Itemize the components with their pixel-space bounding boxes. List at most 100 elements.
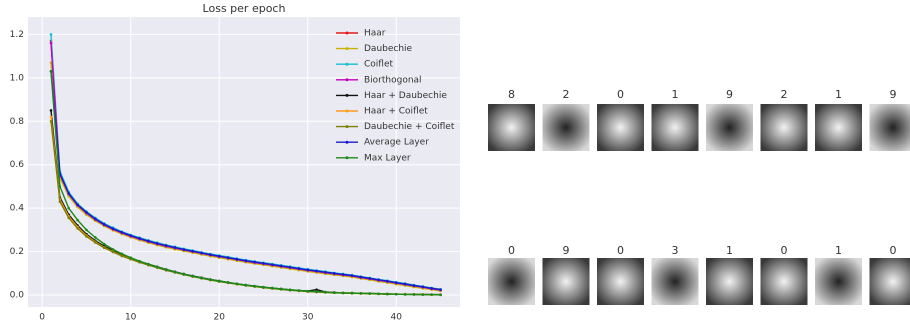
x-tick-label: 10 <box>125 313 137 323</box>
sample-image <box>488 104 535 151</box>
point <box>395 281 398 284</box>
legend-label: Haar + Daubechie <box>364 91 447 101</box>
sample-image <box>815 258 862 305</box>
x-tick-label: 30 <box>302 313 314 323</box>
legend-label: Daubechie + Coiflet <box>364 122 455 132</box>
point <box>351 274 354 277</box>
sample-image <box>543 258 590 305</box>
point <box>67 207 70 210</box>
sample-image <box>652 258 699 305</box>
sample-label: 2 <box>781 88 788 101</box>
sample-image <box>597 104 644 151</box>
point <box>59 200 62 203</box>
point <box>50 116 53 119</box>
y-tick-label: 0.2 <box>10 247 24 257</box>
point <box>94 218 97 221</box>
point <box>271 287 274 290</box>
legend-marker <box>346 47 349 50</box>
point <box>50 70 53 73</box>
sample-label: 9 <box>890 88 897 101</box>
sample-image <box>488 258 535 305</box>
legend-label: Biorthogonal <box>364 75 422 85</box>
point <box>377 292 380 295</box>
point <box>360 292 363 295</box>
sample-label: 3 <box>672 244 679 257</box>
point <box>67 192 70 195</box>
sample-image <box>652 104 699 151</box>
legend-marker <box>346 94 349 97</box>
point <box>439 294 442 297</box>
sample-label: 0 <box>781 244 788 257</box>
point <box>129 256 132 259</box>
y-tick-label: 0.0 <box>10 291 25 301</box>
point <box>430 287 433 290</box>
sample-label: 1 <box>835 244 842 257</box>
point <box>165 268 168 271</box>
point <box>218 255 221 258</box>
point <box>165 244 168 247</box>
sample-label: 1 <box>672 88 679 101</box>
point <box>67 217 70 220</box>
point <box>253 285 256 288</box>
point <box>236 282 239 285</box>
point <box>147 240 150 243</box>
point <box>253 261 256 264</box>
point <box>76 203 79 206</box>
point <box>147 263 150 266</box>
point <box>377 279 380 282</box>
x-tick-label: 20 <box>213 313 225 323</box>
point <box>156 242 159 245</box>
sample-label: 2 <box>563 88 570 101</box>
legend-label: Coiflet <box>364 60 393 70</box>
point <box>298 289 301 292</box>
point <box>121 231 124 234</box>
legend-marker <box>346 63 349 66</box>
sample-label: 1 <box>835 88 842 101</box>
legend-label: Haar <box>364 29 386 39</box>
point <box>333 272 336 275</box>
point <box>50 109 53 112</box>
point <box>59 185 62 188</box>
legend-marker <box>346 141 349 144</box>
point <box>174 246 177 249</box>
sample-label: 0 <box>617 88 624 101</box>
point <box>413 284 416 287</box>
point <box>103 243 106 246</box>
sample-image <box>706 258 753 305</box>
y-tick-label: 0.8 <box>10 117 25 127</box>
sample-image <box>761 258 808 305</box>
point <box>138 237 141 240</box>
point <box>262 286 265 289</box>
x-tick-label: 0 <box>39 313 45 323</box>
point <box>413 293 416 296</box>
point <box>298 267 301 270</box>
point <box>174 271 177 274</box>
point <box>50 42 53 45</box>
point <box>50 33 53 36</box>
point <box>138 260 141 263</box>
legend-label: Haar + Coiflet <box>364 107 428 117</box>
x-tick-label: 40 <box>391 313 403 323</box>
point <box>112 251 115 254</box>
y-tick-label: 1.2 <box>10 30 24 40</box>
point <box>129 234 132 237</box>
point <box>439 288 442 291</box>
point <box>422 293 425 296</box>
point <box>351 292 354 295</box>
point <box>112 227 115 230</box>
point <box>85 211 88 214</box>
point <box>306 269 309 272</box>
point <box>360 276 363 279</box>
sample-image <box>597 258 644 305</box>
point <box>430 293 433 296</box>
legend-label: Daubechie <box>364 44 413 54</box>
point <box>404 293 407 296</box>
point <box>183 248 186 251</box>
y-tick-label: 0.4 <box>10 204 25 214</box>
sample-label: 0 <box>890 244 897 257</box>
point <box>280 288 283 291</box>
point <box>156 266 159 269</box>
sample-image <box>761 104 808 151</box>
y-tick-label: 1.0 <box>10 73 25 83</box>
